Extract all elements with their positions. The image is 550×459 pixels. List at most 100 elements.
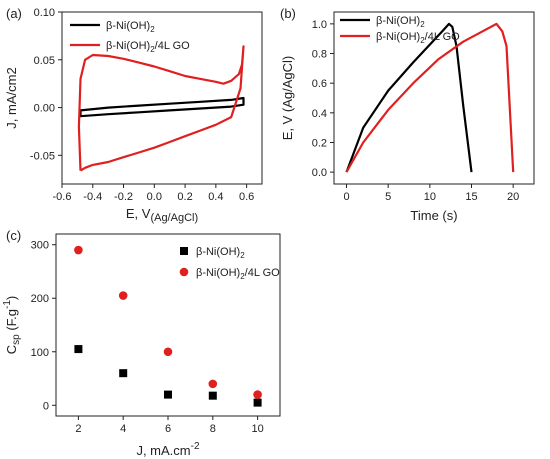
legend-label-main: β-Ni(OH)	[376, 15, 420, 27]
legend-label-sub: 2	[420, 36, 425, 45]
series-line	[77, 45, 245, 172]
series-ni-oh2	[79, 96, 245, 118]
y-tick-label: 300	[31, 240, 49, 252]
x-axis-label: E, V(Ag/AgCl)	[126, 206, 198, 224]
legend-label-sub: 2	[240, 251, 245, 260]
data-point	[74, 245, 83, 255]
legend-label: β-Ni(OH)2	[196, 246, 245, 260]
x-tick-label: 15	[465, 191, 477, 203]
data-point	[74, 345, 83, 354]
y-axis-label-rest: (F.g	[4, 309, 19, 334]
data-point	[164, 390, 172, 399]
legend-label-sub: 2	[420, 20, 425, 29]
series-ni-oh2-go	[77, 45, 245, 172]
y-tick-label: 0.00	[34, 103, 55, 115]
series-ni-oh2-go	[345, 22, 515, 173]
y-axis-label-sup: -1	[2, 300, 13, 309]
y-tick-label: 200	[31, 293, 49, 305]
y-axis-label-text: C	[4, 345, 19, 354]
x-tick-label: -0.6	[53, 191, 72, 203]
x-tick-label: 0	[343, 191, 349, 203]
data-point	[208, 391, 217, 400]
legend-label: β-Ni(OH)2/4L GO	[376, 31, 460, 45]
y-tick-label: 0.10	[34, 7, 55, 19]
legend-label-sub: 2	[150, 25, 155, 34]
plot-frame	[55, 233, 281, 417]
x-axis-label-text: J, mA.cm	[136, 443, 190, 458]
legend-swatch	[180, 247, 188, 255]
y-axis-label: Csp (F.g-1)	[2, 296, 22, 355]
x-tick-label: 10	[251, 423, 263, 435]
legend-label-main: β-Ni(OH)	[196, 267, 240, 279]
y-axis-label-end: )	[4, 296, 19, 300]
x-tick-label: 2	[75, 423, 81, 435]
legend-label-tail: /4L GO	[245, 267, 280, 279]
legend-label: β-Ni(OH)2	[106, 20, 155, 34]
x-axis-label-sub: (Ag/AgCl)	[150, 212, 198, 224]
panel-label: (b)	[280, 6, 296, 21]
legend-swatch	[179, 267, 189, 277]
plot-frame	[61, 11, 263, 185]
chart-panel-1: (a) -0.6 -0.4 -0.2 0.0 0.2 0.4 0.6 -0.05 0.00 0.05…	[4, 6, 263, 224]
x-tick-label: 5	[385, 191, 391, 203]
legend-label: β-Ni(OH)2	[376, 15, 425, 29]
y-axis-label-text: E, V (Ag/AgCl)	[280, 56, 295, 141]
x-tick-label: 8	[210, 423, 216, 435]
legend-label-tail: /4L GO	[425, 31, 460, 43]
x-tick-label: 0.0	[147, 191, 162, 203]
legend-entry: β-Ni(OH)2/4L GO	[340, 31, 460, 45]
series-ni-oh2-go	[74, 245, 262, 399]
legend-label-sub: 2	[240, 272, 245, 281]
series-ni-oh2	[74, 345, 262, 407]
legend-entry: β-Ni(OH)2/4L GO	[179, 267, 280, 281]
y-axis-label: J, mA/cm2	[4, 67, 19, 128]
data-point	[208, 379, 218, 389]
chart-panel-2: (b) 0 5 10 15 20 0.0 0.2 0.4 0.6 0.8 1.0 Time (s) E, …	[280, 6, 535, 223]
data-point	[118, 291, 128, 300]
x-axis-label-sup: -2	[191, 441, 200, 452]
legend-entry: β-Ni(OH)2	[70, 20, 155, 34]
series-line	[345, 22, 473, 173]
x-tick-label: 6	[165, 423, 171, 435]
data-point	[253, 390, 262, 399]
y-tick-label: 0	[43, 400, 49, 412]
y-tick-label: 0.0	[312, 167, 327, 179]
legend-label-main: β-Ni(OH)	[106, 20, 150, 32]
x-axis-label-text: E, V	[126, 206, 151, 221]
series-line	[79, 96, 245, 118]
series-ni-oh2	[345, 22, 473, 173]
x-tick-label: 20	[507, 191, 519, 203]
x-tick-label: -0.2	[114, 191, 133, 203]
data-point	[163, 347, 173, 357]
x-tick-label: -0.4	[83, 191, 102, 203]
panel-label: (a)	[6, 6, 22, 21]
y-tick-label: 0.8	[312, 49, 327, 61]
legend-label: β-Ni(OH)2/4L GO	[196, 267, 280, 281]
legend-label-tail: /4L GO	[155, 40, 190, 52]
y-axis-label: E, V (Ag/AgCl)	[280, 56, 295, 141]
data-point	[253, 398, 262, 407]
legend-label: β-Ni(OH)2/4L GO	[106, 40, 190, 54]
legend-label-main: β-Ni(OH)	[106, 40, 150, 52]
legend-entry: β-Ni(OH)2	[180, 246, 245, 260]
y-axis-label-text: J, mA/cm2	[4, 67, 19, 128]
legend-entry: β-Ni(OH)2/4L GO	[70, 40, 190, 54]
x-axis-label: Time (s)	[410, 208, 457, 223]
x-tick-label: 4	[120, 423, 126, 435]
x-tick-label: 10	[424, 191, 436, 203]
x-tick-label: 0.2	[177, 191, 192, 203]
x-tick-label: 0.6	[239, 191, 254, 203]
y-tick-label: 0.4	[312, 108, 327, 120]
legend-label-sub: 2	[150, 45, 155, 54]
legend-label-main: β-Ni(OH)	[196, 246, 240, 258]
y-tick-label: 100	[31, 347, 49, 359]
y-axis-label-sub: sp	[11, 334, 22, 345]
y-tick-label: 0.2	[312, 137, 327, 149]
y-tick-label: 0.6	[312, 78, 327, 90]
series-line	[345, 22, 515, 173]
x-axis-label: J, mA.cm-2	[136, 441, 200, 458]
x-axis-label-text: Time (s)	[410, 208, 457, 223]
data-point	[119, 369, 128, 378]
